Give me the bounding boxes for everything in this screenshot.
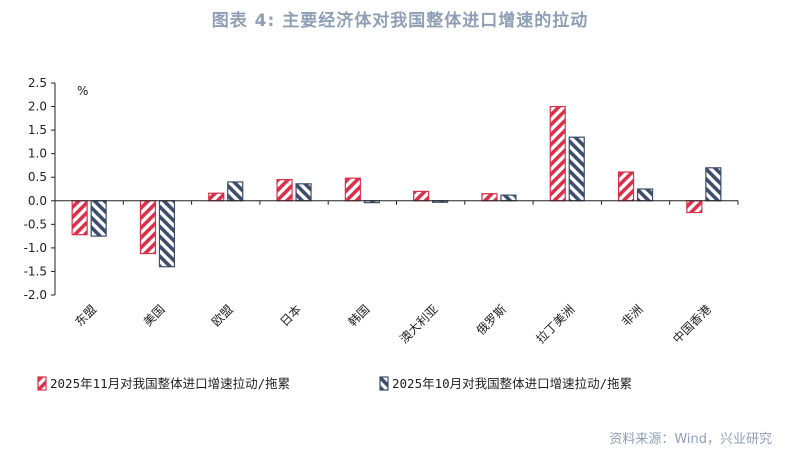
- y-axis: 2.5 2.0 1.5 1.0 0.5 0.0 -0.5 -1.0 -1.5 -2.0: [24, 76, 56, 302]
- bar-nov-4: [344, 177, 361, 202]
- bar-oct-3: [295, 183, 312, 202]
- y-tick-label: -0.5: [24, 217, 47, 231]
- bar-oct-2: [227, 181, 244, 202]
- bar-nov-1: [139, 200, 157, 255]
- x-category-label: 日本: [277, 302, 304, 329]
- bar-nov-5: [413, 190, 430, 202]
- bar-oct-8: [636, 188, 654, 202]
- bar-nov-6: [481, 193, 498, 202]
- y-tick-label: -1.5: [24, 264, 47, 278]
- legend-swatch-oct: [379, 376, 389, 391]
- x-category-label: 澳大利亚: [397, 302, 441, 346]
- bar-oct-1: [158, 200, 176, 268]
- y-tick-label: -2.0: [24, 288, 47, 302]
- x-category-label: 俄罗斯: [474, 302, 509, 337]
- y-tick-label: 2.5: [28, 76, 47, 90]
- y-unit-label: %: [77, 84, 88, 98]
- bar-oct-0: [90, 200, 107, 237]
- chart-title: 图表 4: 主要经济体对我国整体进口增速的拉动: [211, 11, 589, 31]
- legend-label-oct: 2025年10月对我国整体进口增速拉动/拖累: [392, 376, 632, 391]
- legend-swatch-nov: [37, 376, 47, 391]
- legend-label-nov: 2025年11月对我国整体进口增速拉动/拖累: [50, 376, 290, 391]
- bar-nov-0: [71, 200, 88, 236]
- y-tick-label: -1.0: [24, 241, 47, 255]
- bar-nov-9: [686, 200, 703, 214]
- y-tick-label: 1.5: [28, 123, 47, 137]
- bar-oct-6: [500, 194, 517, 202]
- bar-nov-7: [549, 105, 566, 202]
- x-category-label: 东盟: [72, 302, 99, 329]
- x-category-label: 美国: [141, 302, 168, 329]
- y-tick-label: 0.0: [28, 194, 47, 208]
- bar-oct-9: [705, 167, 722, 202]
- bar-nov-3: [276, 178, 293, 202]
- y-tick-label: 0.5: [28, 170, 47, 184]
- legend: 2025年11月对我国整体进口增速拉动/拖累 2025年10月对我国整体进口增速拉…: [37, 376, 632, 391]
- x-category-label: 欧盟: [209, 302, 236, 329]
- source-note: 资料来源：Wind，兴业研究: [609, 432, 772, 447]
- bar-oct-7: [568, 136, 585, 202]
- bars-group: [71, 105, 722, 268]
- x-category-label: 中国香港: [669, 302, 714, 347]
- bar-nov-2: [208, 192, 225, 202]
- bar-nov-8: [617, 171, 635, 202]
- y-tick-label: 2.0: [28, 100, 47, 114]
- x-category-label: 非洲: [619, 302, 646, 329]
- x-category-label: 拉丁美洲: [533, 302, 578, 347]
- x-category-label: 韩国: [345, 302, 373, 330]
- y-tick-label: 1.0: [28, 147, 47, 161]
- x-axis: 东盟 美国 欧盟 日本 韩国 澳大利亚 俄罗斯 拉丁美洲 非洲 中国香港: [55, 200, 739, 347]
